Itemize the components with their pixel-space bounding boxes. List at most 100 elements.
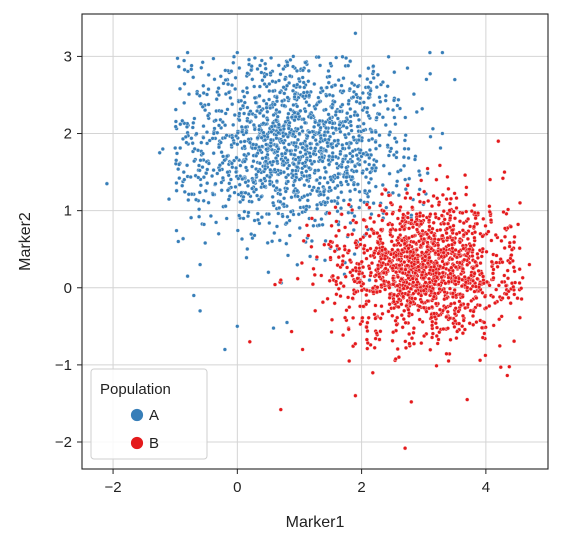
data-point-A xyxy=(181,236,186,241)
data-point-B xyxy=(378,203,383,208)
data-point-A xyxy=(361,128,366,133)
data-point-A xyxy=(303,147,308,152)
data-point-A xyxy=(262,184,267,189)
data-point-A xyxy=(367,278,372,283)
data-point-A xyxy=(201,90,206,96)
data-point-A xyxy=(347,86,352,91)
data-point-A xyxy=(277,187,282,193)
data-point-A xyxy=(326,158,331,163)
data-point-A xyxy=(324,93,329,98)
data-point-A xyxy=(242,209,247,214)
data-point-A xyxy=(327,162,332,167)
data-point-A xyxy=(251,180,256,185)
data-point-B xyxy=(353,341,358,346)
data-point-A xyxy=(270,120,276,126)
data-point-A xyxy=(325,180,330,185)
data-point-B xyxy=(515,296,520,301)
data-point-B xyxy=(442,297,447,302)
data-point-A xyxy=(392,70,397,75)
data-point-A xyxy=(224,216,229,221)
data-point-A xyxy=(358,96,363,101)
data-point-B xyxy=(419,293,424,298)
data-point-A xyxy=(233,184,238,189)
data-point-A xyxy=(201,135,206,140)
data-point-B xyxy=(465,251,470,256)
data-point-A xyxy=(220,120,225,125)
data-point-B xyxy=(360,315,365,320)
data-point-B xyxy=(473,284,478,289)
data-point-A xyxy=(346,145,352,150)
data-point-A xyxy=(361,100,366,105)
data-point-A xyxy=(263,166,268,172)
data-point-A xyxy=(231,122,236,127)
data-point-A xyxy=(219,109,224,114)
data-point-A xyxy=(271,112,276,118)
data-point-A xyxy=(256,169,261,174)
data-point-A xyxy=(263,155,268,160)
data-point-A xyxy=(275,114,280,119)
data-point-B xyxy=(487,283,492,288)
data-point-A xyxy=(282,196,287,201)
data-point-B xyxy=(420,262,426,267)
data-point-A xyxy=(223,204,228,209)
data-point-A xyxy=(344,179,349,184)
data-point-A xyxy=(332,99,337,104)
data-point-A xyxy=(192,146,197,151)
data-point-A xyxy=(313,146,318,151)
data-point-A xyxy=(251,122,256,128)
data-point-B xyxy=(311,266,316,271)
data-point-A xyxy=(311,135,316,140)
data-point-A xyxy=(371,163,377,168)
data-point-B xyxy=(407,331,412,337)
data-point-A xyxy=(222,347,227,352)
data-point-B xyxy=(422,333,427,339)
data-point-B xyxy=(421,241,426,246)
data-point-A xyxy=(411,92,416,97)
data-point-A xyxy=(245,90,250,95)
data-point-A xyxy=(316,95,321,100)
data-point-A xyxy=(366,138,371,143)
data-point-A xyxy=(288,107,293,112)
data-point-A xyxy=(366,194,371,199)
data-point-A xyxy=(201,198,206,203)
data-point-B xyxy=(447,201,453,206)
data-point-B xyxy=(405,211,410,216)
data-point-B xyxy=(421,288,426,293)
data-point-A xyxy=(351,89,357,94)
data-point-B xyxy=(454,336,459,341)
data-point-B xyxy=(470,278,476,283)
data-point-A xyxy=(237,111,242,116)
data-point-B xyxy=(454,255,459,260)
data-point-B xyxy=(440,192,445,197)
data-point-A xyxy=(337,109,342,114)
data-point-B xyxy=(388,232,393,237)
data-point-A xyxy=(200,104,205,109)
data-point-A xyxy=(330,125,335,130)
data-point-A xyxy=(241,194,246,199)
data-point-B xyxy=(414,247,419,252)
data-point-B xyxy=(397,208,402,213)
data-point-A xyxy=(223,77,228,83)
data-point-A xyxy=(371,75,376,81)
data-point-A xyxy=(368,176,374,181)
data-point-A xyxy=(265,109,270,114)
data-point-A xyxy=(237,65,242,71)
data-point-A xyxy=(440,50,445,55)
data-point-B xyxy=(366,299,371,304)
data-point-A xyxy=(301,117,306,122)
data-point-B xyxy=(378,227,384,232)
data-point-A xyxy=(321,189,326,194)
data-point-B xyxy=(460,331,465,336)
data-point-A xyxy=(330,150,335,156)
data-point-B xyxy=(461,318,466,323)
data-point-B xyxy=(300,347,305,352)
data-point-A xyxy=(393,122,398,127)
data-point-A xyxy=(297,177,302,182)
data-point-A xyxy=(340,54,345,59)
data-point-B xyxy=(506,295,511,300)
data-point-A xyxy=(271,159,276,164)
data-point-A xyxy=(296,155,301,160)
data-point-A xyxy=(205,113,211,118)
data-point-B xyxy=(423,280,428,285)
data-point-B xyxy=(496,139,501,144)
